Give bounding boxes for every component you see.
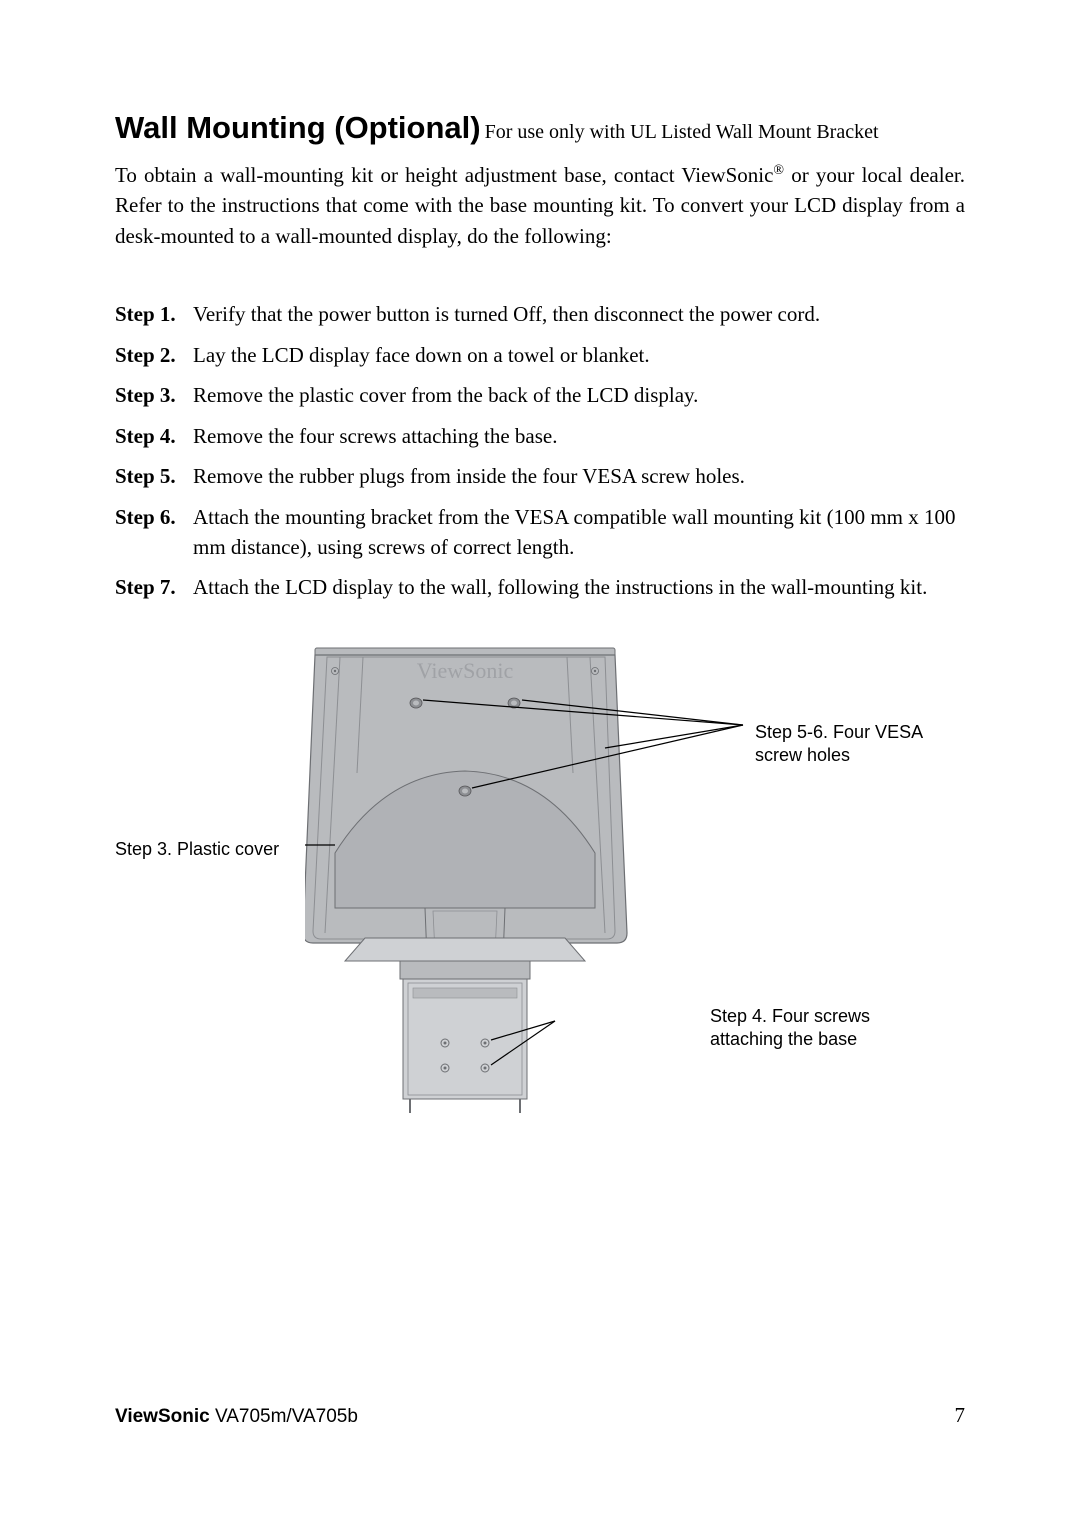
- step-row: Step 2.Lay the LCD display face down on …: [115, 340, 965, 370]
- monitor-diagram: ViewSonic: [305, 643, 785, 1123]
- monitor-logo: ViewSonic: [417, 658, 514, 683]
- step-text: Verify that the power button is turned O…: [193, 299, 965, 329]
- step-text: Lay the LCD display face down on a towel…: [193, 340, 965, 370]
- footer-left: ViewSonic VA705m/VA705b: [115, 1406, 358, 1428]
- footer-brand: ViewSonic: [115, 1406, 210, 1427]
- step-label: Step 5.: [115, 461, 193, 491]
- step-label: Step 1.: [115, 299, 193, 329]
- callout-plastic-cover: Step 3. Plastic cover: [115, 838, 290, 861]
- step-text: Remove the rubber plugs from inside the …: [193, 461, 965, 491]
- heading-main: Wall Mounting (Optional): [115, 110, 481, 145]
- callout-vesa-holes: Step 5-6. Four VESA screw holes: [755, 721, 955, 768]
- footer-page-number: 7: [955, 1403, 966, 1428]
- step-row: Step 6.Attach the mounting bracket from …: [115, 502, 965, 563]
- footer-model: VA705m/VA705b: [210, 1406, 358, 1427]
- step-label: Step 2.: [115, 340, 193, 370]
- step-label: Step 3.: [115, 380, 193, 410]
- step-row: Step 5.Remove the rubber plugs from insi…: [115, 461, 965, 491]
- section-heading: Wall Mounting (Optional) For use only wi…: [115, 110, 965, 146]
- step-row: Step 3.Remove the plastic cover from the…: [115, 380, 965, 410]
- registered-mark: ®: [773, 163, 784, 178]
- steps-list: Step 1.Verify that the power button is t…: [115, 299, 965, 603]
- step-text: Attach the LCD display to the wall, foll…: [193, 572, 965, 602]
- diagram-area: Step 3. Plastic cover Step 5-6. Four VES…: [115, 643, 965, 1143]
- step-text: Remove the plastic cover from the back o…: [193, 380, 965, 410]
- page-footer: ViewSonic VA705m/VA705b 7: [115, 1403, 965, 1428]
- step-label: Step 4.: [115, 421, 193, 451]
- step-label: Step 7.: [115, 572, 193, 602]
- step-row: Step 7.Attach the LCD display to the wal…: [115, 572, 965, 602]
- step-text: Remove the four screws attaching the bas…: [193, 421, 965, 451]
- step-text: Attach the mounting bracket from the VES…: [193, 502, 965, 563]
- heading-sub: For use only with UL Listed Wall Mount B…: [485, 121, 879, 143]
- step-row: Step 4.Remove the four screws attaching …: [115, 421, 965, 451]
- intro-pre: To obtain a wall-mounting kit or height …: [115, 163, 773, 187]
- intro-paragraph: To obtain a wall-mounting kit or height …: [115, 160, 965, 251]
- step-label: Step 6.: [115, 502, 193, 532]
- step-row: Step 1.Verify that the power button is t…: [115, 299, 965, 329]
